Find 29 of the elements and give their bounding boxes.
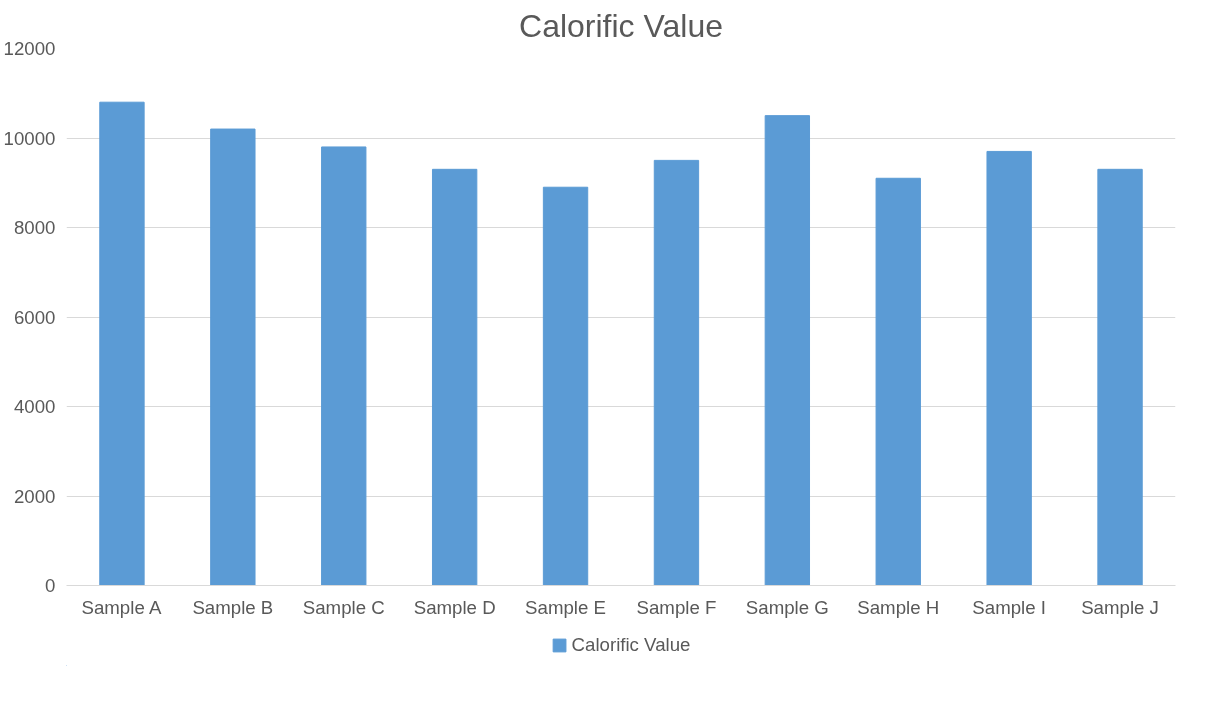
x-tick-label: Sample D — [413, 596, 496, 618]
bar — [210, 128, 256, 586]
y-tick-label: 6000 — [14, 306, 56, 328]
y-tick-label: 8000 — [14, 217, 56, 238]
chart-title: Calorific Value — [519, 7, 723, 44]
x-tick-label: Sample I — [972, 596, 1046, 618]
x-tick-label: Sample J — [1081, 596, 1159, 618]
x-tick-label: Sample C — [302, 596, 385, 618]
y-tick-label: 10000 — [3, 127, 56, 149]
y-tick-label: 4000 — [14, 396, 56, 417]
bar — [431, 168, 478, 586]
bar — [875, 177, 921, 586]
y-tick-label: 2000 — [14, 485, 56, 507]
bar — [99, 101, 145, 586]
bar — [986, 150, 1032, 586]
x-tick-label: Sample B — [192, 596, 274, 618]
bar — [542, 186, 589, 586]
bar — [321, 146, 367, 586]
x-tick-label: Sample F — [636, 596, 717, 618]
y-tick-label: 12000 — [3, 38, 56, 59]
legend-label: Calorific Value — [571, 634, 691, 656]
x-tick-label: Sample A — [81, 596, 162, 618]
x-tick-label: Sample E — [525, 596, 606, 618]
x-tick-label: Sample G — [745, 596, 829, 618]
y-tick-label: 0 — [45, 575, 56, 596]
x-tick-label: Sample H — [857, 596, 940, 618]
bar — [764, 115, 811, 586]
bar — [653, 159, 700, 586]
bar — [1097, 168, 1143, 586]
